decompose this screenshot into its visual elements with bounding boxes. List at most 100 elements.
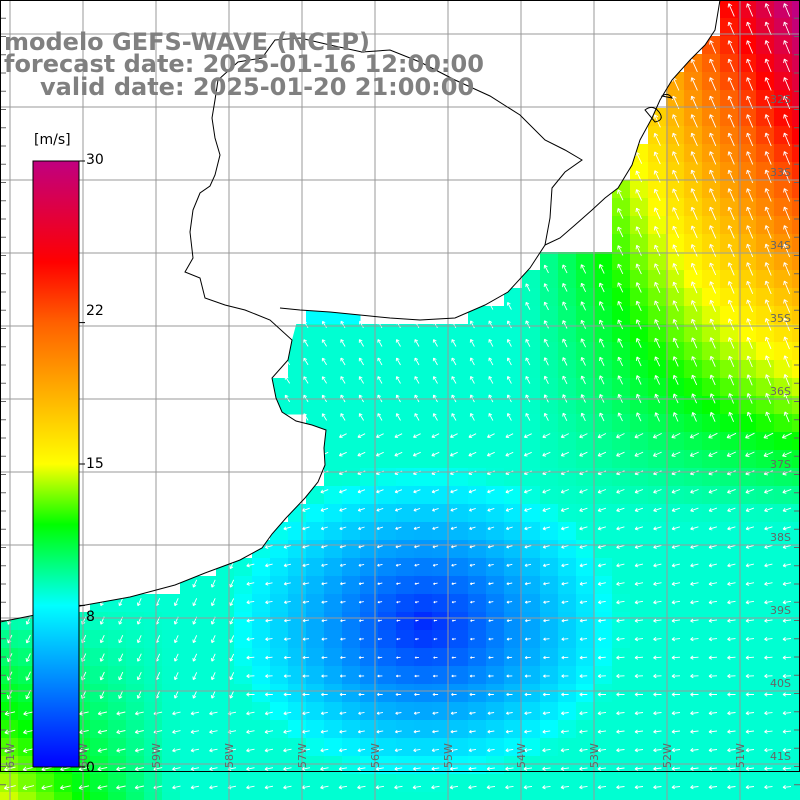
wind-cell xyxy=(576,576,595,595)
wind-cell xyxy=(666,468,685,487)
wind-cell xyxy=(594,540,613,559)
wind-arrow xyxy=(395,674,401,678)
wind-cell xyxy=(612,504,631,523)
wind-cell xyxy=(342,432,361,451)
wind-cell xyxy=(144,738,163,757)
wind-arrow xyxy=(653,673,662,679)
wind-cell xyxy=(504,342,523,361)
wind-arrow xyxy=(451,600,456,604)
wind-arrow xyxy=(745,785,755,790)
wind-arrow xyxy=(579,544,588,549)
wind-cell xyxy=(558,360,577,379)
wind-arrow xyxy=(616,655,625,660)
wind-cell xyxy=(90,738,109,757)
wind-arrow xyxy=(23,710,34,716)
wind-arrow xyxy=(172,748,181,753)
wind-arrow xyxy=(414,600,419,604)
wind-cell xyxy=(702,468,721,487)
wind-arrow xyxy=(22,785,35,791)
wind-arrow xyxy=(746,169,754,184)
wind-cell xyxy=(126,684,145,703)
wind-cell xyxy=(414,756,433,775)
wind-cell xyxy=(216,630,235,649)
wind-cell xyxy=(774,0,793,19)
wind-arrow xyxy=(671,748,681,753)
wind-arrow xyxy=(229,672,235,681)
wind-arrow xyxy=(709,262,717,276)
wind-arrow xyxy=(635,375,642,385)
wind-arrow xyxy=(561,692,569,697)
wind-cell xyxy=(486,756,505,775)
wind-arrow xyxy=(59,785,71,790)
wind-arrow xyxy=(78,729,89,735)
wind-cell xyxy=(792,72,800,91)
wind-cell xyxy=(738,216,757,235)
wind-cell xyxy=(720,378,739,397)
wind-cell xyxy=(522,486,541,505)
wind-cell xyxy=(306,720,325,739)
wind-cell xyxy=(306,360,325,379)
wind-arrow xyxy=(136,635,142,644)
wind-cell xyxy=(468,432,487,451)
wind-arrow xyxy=(506,600,513,604)
wind-cell xyxy=(486,396,505,415)
wind-arrow xyxy=(598,301,605,311)
wind-arrow xyxy=(635,207,642,220)
wind-cell xyxy=(522,576,541,595)
wind-arrow xyxy=(376,729,384,734)
wind-cell xyxy=(342,360,361,379)
wind-cell xyxy=(450,792,469,800)
wind-arrow xyxy=(597,451,607,457)
wind-arrow xyxy=(579,451,588,457)
wind-cell xyxy=(234,576,253,595)
wind-arrow xyxy=(524,655,531,660)
wind-cell xyxy=(576,720,595,739)
wind-cell xyxy=(342,756,361,775)
wind-arrow xyxy=(505,711,513,715)
wind-cell xyxy=(792,774,800,793)
wind-arrow xyxy=(433,600,438,604)
wind-cell xyxy=(630,342,649,361)
wind-cell xyxy=(540,360,559,379)
wind-cell xyxy=(720,0,739,19)
wind-cell xyxy=(558,522,577,541)
wind-cell xyxy=(666,684,685,703)
wind-arrow xyxy=(118,671,124,681)
wind-arrow xyxy=(377,339,383,347)
wind-arrow xyxy=(432,545,439,549)
wind-arrow xyxy=(782,563,792,568)
wind-arrow xyxy=(727,673,736,679)
wind-arrow xyxy=(764,21,772,36)
wind-arrow xyxy=(691,300,698,312)
wind-arrow xyxy=(209,748,218,753)
wind-arrow xyxy=(488,619,494,623)
wind-cell xyxy=(612,666,631,685)
wind-arrow xyxy=(525,338,531,347)
wind-arrow xyxy=(616,489,625,494)
wind-cell xyxy=(756,54,775,73)
wind-cell xyxy=(378,720,397,739)
wind-cell xyxy=(684,792,703,800)
wind-arrow xyxy=(264,729,274,734)
wind-cell xyxy=(396,558,415,577)
wind-arrow xyxy=(709,299,716,312)
wind-arrow xyxy=(376,433,384,439)
wind-cell xyxy=(558,630,577,649)
wind-cell xyxy=(558,324,577,343)
wind-cell xyxy=(648,288,667,307)
wind-cell xyxy=(738,738,757,757)
wind-arrow xyxy=(394,451,403,457)
wind-arrow xyxy=(690,692,699,697)
wind-arrow xyxy=(671,451,681,457)
wind-arrow xyxy=(432,674,438,678)
wind-arrow xyxy=(579,692,588,697)
wind-cell xyxy=(612,270,631,289)
wind-cell xyxy=(738,0,757,19)
wind-cell xyxy=(684,540,703,559)
wind-cell xyxy=(612,594,631,613)
wind-arrow xyxy=(340,637,346,641)
wind-arrow xyxy=(653,600,662,605)
wind-cell xyxy=(774,324,793,343)
wind-cell xyxy=(396,324,415,343)
wind-arrow xyxy=(118,598,124,607)
